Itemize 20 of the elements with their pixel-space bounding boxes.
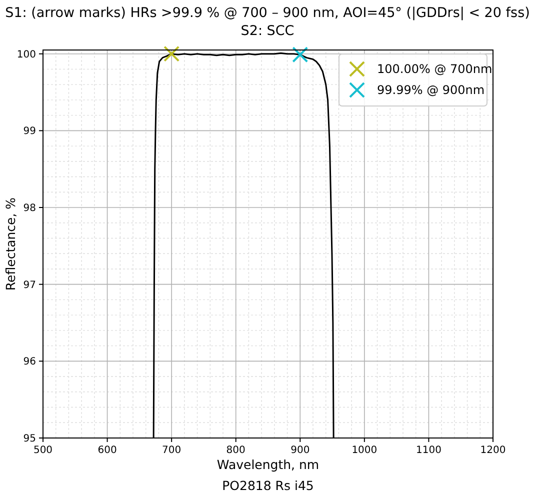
y-tick-label: 97	[23, 280, 36, 291]
y-axis-title: Reflectance, %	[3, 197, 18, 291]
x-tick-label: 700	[162, 445, 182, 456]
x-axis-title: Wavelength, nm	[216, 457, 320, 472]
x-tick-label: 1200	[480, 445, 506, 456]
chart-title: S1: (arrow marks) HRs >99.9 % @ 700 – 900 nm, AOI=45° (|GDDrs| < 20 fss) S2: SCC	[5, 5, 530, 39]
y-tick-label: 96	[23, 356, 36, 368]
text: PO2818 Rs i45	[222, 478, 314, 493]
x-tick-label: 900	[290, 445, 310, 456]
x-tick-label: 800	[226, 445, 246, 456]
y-tick-label: 99	[23, 126, 36, 138]
legend-label: 100.00% @ 700nm	[377, 62, 492, 76]
legend-label: 99.99% @ 900nm	[377, 83, 485, 97]
y-tick-label: 98	[23, 203, 36, 214]
x-tick-label: 1000	[352, 445, 378, 456]
x-tick-label: 600	[98, 445, 117, 456]
x-tick-label: 1100	[416, 445, 442, 456]
x-tick-label: 500	[33, 445, 53, 456]
y-tick-label: 95	[23, 434, 36, 444]
y-tick-label: 100	[16, 49, 36, 60]
